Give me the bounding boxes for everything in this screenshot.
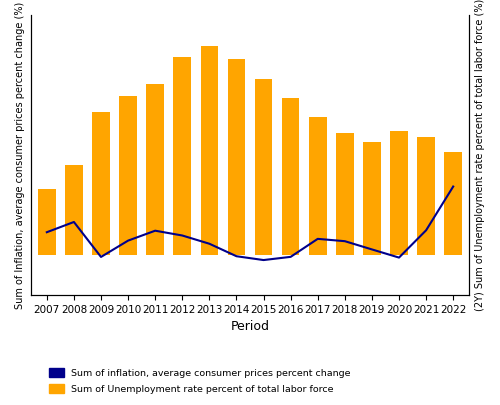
Bar [418, 137, 435, 255]
Bar [282, 98, 300, 255]
Bar [120, 96, 137, 255]
Bar [38, 189, 56, 255]
Bar [363, 142, 380, 255]
Bar [309, 117, 326, 255]
Bar [336, 133, 353, 255]
Bar [228, 60, 246, 255]
Bar [444, 151, 462, 255]
Bar [174, 57, 191, 255]
Y-axis label: Sum of Inflation, average consumer prices percent change (%): Sum of Inflation, average consumer price… [15, 1, 25, 309]
Bar [65, 165, 82, 255]
Bar [92, 112, 110, 255]
Bar [146, 84, 164, 255]
Bar [390, 131, 408, 255]
Bar [254, 79, 272, 255]
X-axis label: Period: Period [230, 320, 270, 333]
Bar [200, 46, 218, 255]
Y-axis label: (2Y) Sum of Unemployment rate percent of total labor force (%): (2Y) Sum of Unemployment rate percent of… [475, 0, 485, 311]
Legend: Sum of inflation, average consumer prices percent change, Sum of Unemployment ra: Sum of inflation, average consumer price… [44, 363, 356, 398]
